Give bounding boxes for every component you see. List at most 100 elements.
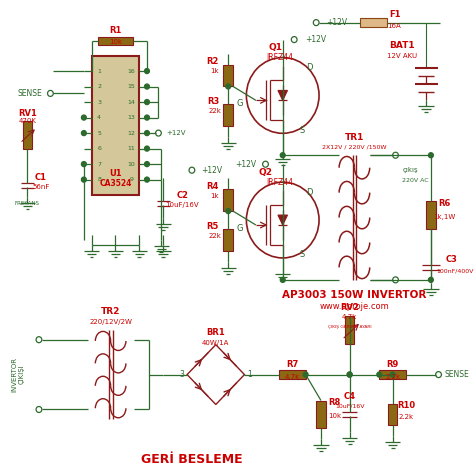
Text: IRFZ44: IRFZ44 <box>266 53 293 62</box>
Text: 16: 16 <box>128 68 136 74</box>
FancyBboxPatch shape <box>426 201 436 229</box>
Text: 5: 5 <box>97 131 101 135</box>
FancyBboxPatch shape <box>223 229 233 251</box>
Text: C4: C4 <box>344 392 356 401</box>
Text: 15: 15 <box>128 84 136 89</box>
Text: 100nF/400V: 100nF/400V <box>436 269 474 273</box>
Text: 10k: 10k <box>109 39 122 44</box>
Polygon shape <box>278 91 288 101</box>
Text: CA3524: CA3524 <box>99 179 132 188</box>
Text: 9: 9 <box>130 177 134 182</box>
Text: G: G <box>237 99 243 108</box>
Text: R2: R2 <box>207 57 219 66</box>
Text: R5: R5 <box>207 221 219 230</box>
Circle shape <box>347 372 352 377</box>
Text: 220V AC: 220V AC <box>402 177 429 183</box>
Text: 1: 1 <box>97 68 101 74</box>
Text: 3: 3 <box>97 100 101 105</box>
Circle shape <box>82 115 86 120</box>
Circle shape <box>82 131 86 135</box>
Text: S: S <box>299 251 304 260</box>
FancyBboxPatch shape <box>223 104 233 126</box>
Circle shape <box>82 161 86 167</box>
Text: IRFZ44: IRFZ44 <box>266 177 293 186</box>
Text: BAT1: BAT1 <box>390 41 415 50</box>
Text: R1: R1 <box>109 26 122 35</box>
Circle shape <box>377 372 382 377</box>
Text: D: D <box>306 63 313 72</box>
Circle shape <box>280 278 285 282</box>
Text: 2X12V / 220V /150W: 2X12V / 220V /150W <box>322 145 387 150</box>
Text: +12V: +12V <box>201 166 223 175</box>
Text: 14: 14 <box>128 100 136 105</box>
FancyBboxPatch shape <box>316 401 326 429</box>
Circle shape <box>390 372 395 377</box>
Text: BR1: BR1 <box>206 328 225 337</box>
Text: S: S <box>299 126 304 135</box>
Text: 13: 13 <box>128 115 136 120</box>
Text: 16A: 16A <box>388 23 401 29</box>
Text: +12V: +12V <box>235 160 256 169</box>
Text: www.eproje.com: www.eproje.com <box>319 302 389 312</box>
Circle shape <box>145 146 149 151</box>
Text: 22k: 22k <box>209 233 221 239</box>
Text: +12V: +12V <box>326 18 347 27</box>
Text: 2.2k: 2.2k <box>399 414 414 421</box>
Text: 56nF: 56nF <box>32 184 50 190</box>
Circle shape <box>82 177 86 182</box>
Circle shape <box>145 115 149 120</box>
Text: Q1: Q1 <box>268 43 282 52</box>
Text: RV2: RV2 <box>340 303 359 312</box>
Text: U1: U1 <box>109 169 122 177</box>
Text: +12V: +12V <box>166 130 186 136</box>
Circle shape <box>145 161 149 167</box>
Circle shape <box>303 372 308 377</box>
Text: ÇIKIŞ GERİLİM AYARI: ÇIKIŞ GERİLİM AYARI <box>328 324 372 329</box>
Text: 10k: 10k <box>328 413 341 420</box>
Text: D: D <box>306 188 313 197</box>
Text: 8: 8 <box>97 177 101 182</box>
Text: 1: 1 <box>247 370 252 379</box>
FancyBboxPatch shape <box>388 404 397 425</box>
FancyBboxPatch shape <box>379 370 406 379</box>
Circle shape <box>145 68 149 74</box>
Text: 7: 7 <box>97 161 101 167</box>
FancyBboxPatch shape <box>223 65 233 86</box>
Circle shape <box>428 278 433 282</box>
Text: SENSE: SENSE <box>444 370 469 379</box>
Circle shape <box>226 84 231 89</box>
Circle shape <box>280 153 285 158</box>
Text: 6: 6 <box>97 146 101 151</box>
Text: INVERTOR
ÇIKIŞI: INVERTOR ÇIKIŞI <box>11 357 24 392</box>
Text: 40W/1A: 40W/1A <box>202 340 229 346</box>
Text: AP3003 150W INVERTOR: AP3003 150W INVERTOR <box>282 290 427 300</box>
FancyBboxPatch shape <box>223 189 233 211</box>
Text: RV1: RV1 <box>18 109 37 118</box>
Circle shape <box>145 100 149 105</box>
FancyBboxPatch shape <box>279 370 306 379</box>
Text: C3: C3 <box>446 255 458 264</box>
Circle shape <box>145 131 149 135</box>
Text: TR2: TR2 <box>101 307 120 316</box>
Polygon shape <box>278 215 288 225</box>
Circle shape <box>428 153 433 158</box>
FancyBboxPatch shape <box>23 121 32 149</box>
Text: 3: 3 <box>180 370 185 379</box>
Text: G: G <box>237 224 243 233</box>
Text: 10uF/16V: 10uF/16V <box>165 202 199 208</box>
Text: 1k: 1k <box>210 68 219 75</box>
Text: C2: C2 <box>176 191 188 200</box>
Text: R6: R6 <box>438 199 450 208</box>
Text: 11: 11 <box>128 146 136 151</box>
Circle shape <box>145 84 149 89</box>
Text: +12V: +12V <box>306 35 327 44</box>
Text: R8: R8 <box>328 398 340 407</box>
Text: 2: 2 <box>97 84 101 89</box>
Text: SENSE: SENSE <box>18 89 43 98</box>
Text: 12: 12 <box>128 131 136 135</box>
Text: 220/12V/2W: 220/12V/2W <box>89 319 132 325</box>
Text: 12V AKU: 12V AKU <box>387 52 417 59</box>
Text: 470K: 470K <box>18 118 36 124</box>
Text: F1: F1 <box>389 10 401 19</box>
Text: FREKANS: FREKANS <box>15 201 40 206</box>
